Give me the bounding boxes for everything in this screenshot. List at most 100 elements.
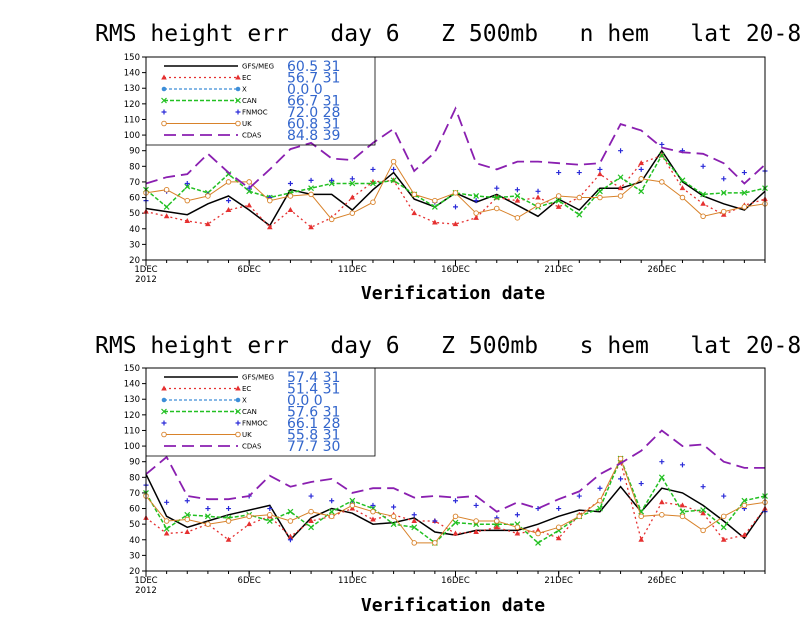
data-point <box>597 171 603 177</box>
legend-marker <box>235 74 241 80</box>
legend-stat: 66.1 28 <box>287 416 340 432</box>
data-point <box>184 217 191 223</box>
data-point <box>617 174 624 181</box>
data-point <box>349 194 356 200</box>
data-point <box>329 177 335 183</box>
legend-marker <box>161 86 167 92</box>
x-tick-label: 16DEC <box>441 265 470 275</box>
y-tick-label: 50 <box>129 209 140 219</box>
data-point <box>720 189 727 196</box>
data-point <box>205 521 211 527</box>
data-point <box>246 521 252 527</box>
data-point <box>597 505 603 512</box>
data-point <box>576 170 582 176</box>
data-point <box>163 518 170 524</box>
x-tick-label: 6DEC <box>238 265 261 275</box>
chart-title-n-hem: RMS height err day 6 Z 500mb n hem lat 2… <box>95 21 800 47</box>
data-point <box>184 183 191 190</box>
data-point <box>700 200 706 206</box>
x-tick-label: 21DEC <box>544 265 573 275</box>
data-point <box>452 519 459 526</box>
data-point <box>370 199 376 205</box>
y-tick-label: 40 <box>129 225 140 235</box>
data-point <box>535 202 541 209</box>
data-point <box>370 516 376 522</box>
legend-marker <box>235 86 241 92</box>
chart-panel-n-hem: 20 30 40 50 60 70 80 90 100 110 120 130 140 150 1DEC 6D… <box>124 53 768 285</box>
data-point <box>638 188 645 195</box>
legend-stat: 57.6 31 <box>287 405 340 421</box>
data-point <box>535 194 541 200</box>
data-point <box>555 197 562 204</box>
y-tick-label: 130 <box>124 395 140 405</box>
y-tick-label: 150 <box>124 53 140 63</box>
data-point <box>514 215 521 221</box>
legend-marker <box>235 408 241 415</box>
data-point <box>390 521 397 528</box>
data-point <box>411 210 418 216</box>
data-point <box>266 518 273 524</box>
x-tick-label: 26DEC <box>647 576 676 586</box>
data-point <box>287 508 294 515</box>
legend-marker <box>161 385 167 391</box>
x-tick-sublabel: 2012 <box>135 586 157 596</box>
legend-label: CDAS <box>242 132 262 140</box>
data-point <box>308 224 314 230</box>
legend-stat: 66.7 31 <box>287 94 340 110</box>
data-point <box>514 187 520 193</box>
x-tick-label: 21DEC <box>544 576 573 586</box>
data-point <box>432 540 438 546</box>
data-point <box>494 185 500 191</box>
chart-panel-s-hem: 20 30 40 50 60 70 80 90 100 110 120 130 140 150 1DEC 6D… <box>124 364 768 596</box>
data-point <box>225 207 232 213</box>
data-point <box>556 170 562 176</box>
legend-label: EC <box>242 74 251 82</box>
data-point <box>370 166 376 172</box>
data-point <box>617 185 624 191</box>
y-tick-label: 20 <box>129 567 140 577</box>
data-point <box>576 194 583 201</box>
legend-stat: 51.4 31 <box>287 382 340 398</box>
x-tick-label: 11DEC <box>338 265 367 275</box>
data-point <box>164 499 170 505</box>
data-point <box>741 204 748 210</box>
data-point <box>535 188 541 194</box>
data-point <box>226 198 232 204</box>
data-point <box>720 208 727 215</box>
y-tick-label: 50 <box>129 520 140 530</box>
data-point <box>184 498 190 504</box>
legend-marker <box>235 120 241 127</box>
legend-marker <box>235 431 241 438</box>
data-point <box>308 508 314 515</box>
data-point <box>431 203 438 210</box>
x-tick-label: 1DEC <box>134 265 157 275</box>
series-gfs-meg <box>145 473 766 542</box>
data-point <box>205 506 211 512</box>
data-point <box>287 180 293 186</box>
data-point <box>555 524 562 531</box>
series-fnmoc <box>143 459 768 543</box>
data-point <box>494 205 500 212</box>
data-point <box>411 524 418 531</box>
y-tick-label: 100 <box>124 442 140 452</box>
series-line <box>145 429 765 513</box>
legend-stat: 77.7 30 <box>287 439 340 455</box>
data-point <box>246 179 252 185</box>
data-point <box>453 204 458 210</box>
legend-marker <box>235 397 241 403</box>
y-tick-label: 120 <box>124 100 140 110</box>
y-tick-label: 90 <box>129 147 140 157</box>
data-point <box>597 188 603 195</box>
series-line <box>145 106 766 190</box>
data-point <box>700 510 706 516</box>
data-point <box>576 493 582 499</box>
data-point <box>391 504 397 510</box>
data-point <box>679 177 686 184</box>
legend-marker <box>235 420 241 426</box>
data-point <box>473 210 479 216</box>
data-point <box>287 207 294 213</box>
data-point <box>514 530 521 536</box>
data-point <box>555 535 562 541</box>
legend-stat: 56.7 31 <box>287 71 340 87</box>
